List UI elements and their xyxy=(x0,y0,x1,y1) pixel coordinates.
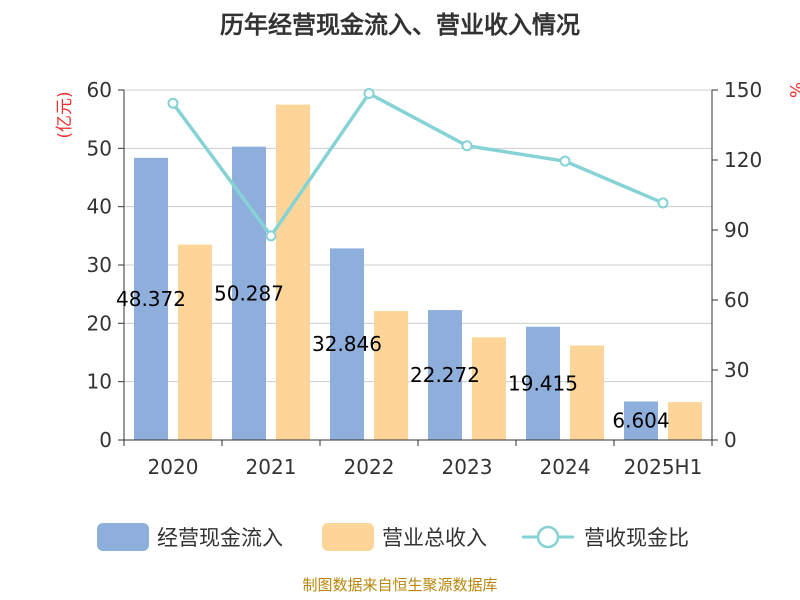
right-tick-label: 60 xyxy=(724,288,749,312)
cash-inflow-bar xyxy=(232,146,266,440)
left-tick-label: 60 xyxy=(87,78,112,102)
cash-inflow-bar xyxy=(624,401,658,440)
right-tick-label: 150 xyxy=(724,78,762,102)
right-tick-label: 90 xyxy=(724,218,749,242)
cash-inflow-data-label: 22.272 xyxy=(410,363,480,387)
ratio-point xyxy=(363,88,375,99)
data-labels: 48.372 50.287 32.846 22.272 19.415 6.604 xyxy=(116,281,670,432)
legend-label-cash-inflow: 经营现金流入 xyxy=(157,526,283,550)
cash-inflow-data-label: 32.846 xyxy=(312,332,382,356)
ratio-point xyxy=(265,230,277,242)
revenue-bar xyxy=(276,104,310,440)
cash-inflow-bar xyxy=(330,248,364,440)
cash-inflow-data-label: 50.287 xyxy=(214,281,284,305)
cash-inflow-bar xyxy=(134,157,168,440)
legend-label-ratio: 营收现金比 xyxy=(584,526,689,550)
left-tick-label: 40 xyxy=(87,195,112,219)
legend-marker-ratio xyxy=(536,525,560,549)
chart-title: 历年经营现金流入、营业收入情况 xyxy=(220,11,580,39)
right-axis-unit: % xyxy=(785,82,800,98)
revenue-bar xyxy=(374,311,408,440)
x-tick-label: 2025H1 xyxy=(624,455,703,479)
ratio-point xyxy=(559,155,571,167)
left-tick-label: 0 xyxy=(99,428,112,452)
legend-label-revenue: 营业总收入 xyxy=(382,526,487,550)
ratio-line-group xyxy=(167,88,669,242)
left-tick-label: 30 xyxy=(87,253,112,277)
revenue-bar xyxy=(570,345,604,440)
x-tick-label: 2020 xyxy=(148,455,199,479)
right-tick-label: 120 xyxy=(724,148,762,172)
x-tick-label: 2023 xyxy=(442,455,493,479)
ratio-point xyxy=(657,197,669,209)
revenue-bar xyxy=(668,402,702,440)
left-axis-unit: (亿元) xyxy=(55,91,75,138)
x-tick-label: 2022 xyxy=(344,455,395,479)
revenue-bar xyxy=(472,337,506,440)
grid-lines xyxy=(124,89,712,383)
legend-swatch-revenue xyxy=(322,523,374,551)
cash-inflow-bar xyxy=(526,326,560,440)
revenue-bar xyxy=(178,244,212,440)
left-tick-label: 50 xyxy=(87,136,112,160)
cash-inflow-data-label: 19.415 xyxy=(508,371,578,395)
legend: 经营现金流入 营业总收入 营收现金比 xyxy=(97,523,689,551)
ratio-line xyxy=(171,91,664,239)
left-tick-label: 20 xyxy=(87,311,112,335)
source-note: 制图数据来自恒生聚源数据库 xyxy=(302,576,497,594)
right-tick-label: 30 xyxy=(724,358,749,382)
ratio-point xyxy=(461,140,473,152)
cash-inflow-bar xyxy=(428,310,462,440)
x-tick-label: 2024 xyxy=(540,455,591,479)
cash-inflow-data-label: 6.604 xyxy=(612,409,669,433)
x-tick-label: 2021 xyxy=(246,455,297,479)
ratio-point xyxy=(167,97,179,109)
left-tick-label: 10 xyxy=(87,370,112,394)
legend-swatch-cash-inflow xyxy=(97,523,149,551)
cash-inflow-data-label: 48.372 xyxy=(116,287,186,311)
right-tick-label: 0 xyxy=(724,428,737,452)
axes: 0 10 20 30 40 50 60 0 30 60 90 120 150 2020 2021 2022 20… xyxy=(87,78,763,479)
bar-group xyxy=(134,104,702,440)
